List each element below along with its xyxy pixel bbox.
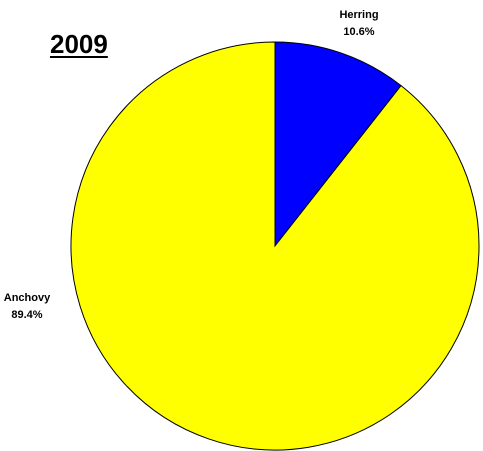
chart-title: 2009 <box>50 29 108 59</box>
slice-label-anchovy: Anchovy <box>4 292 51 304</box>
pie-slice-herring <box>274 41 402 248</box>
slice-label-herring: Herring <box>339 9 378 21</box>
pie-slice-anchovy <box>70 41 480 451</box>
slice-value-herring: 10.6% <box>343 26 374 38</box>
slice-value-anchovy: 89.4% <box>11 309 42 321</box>
